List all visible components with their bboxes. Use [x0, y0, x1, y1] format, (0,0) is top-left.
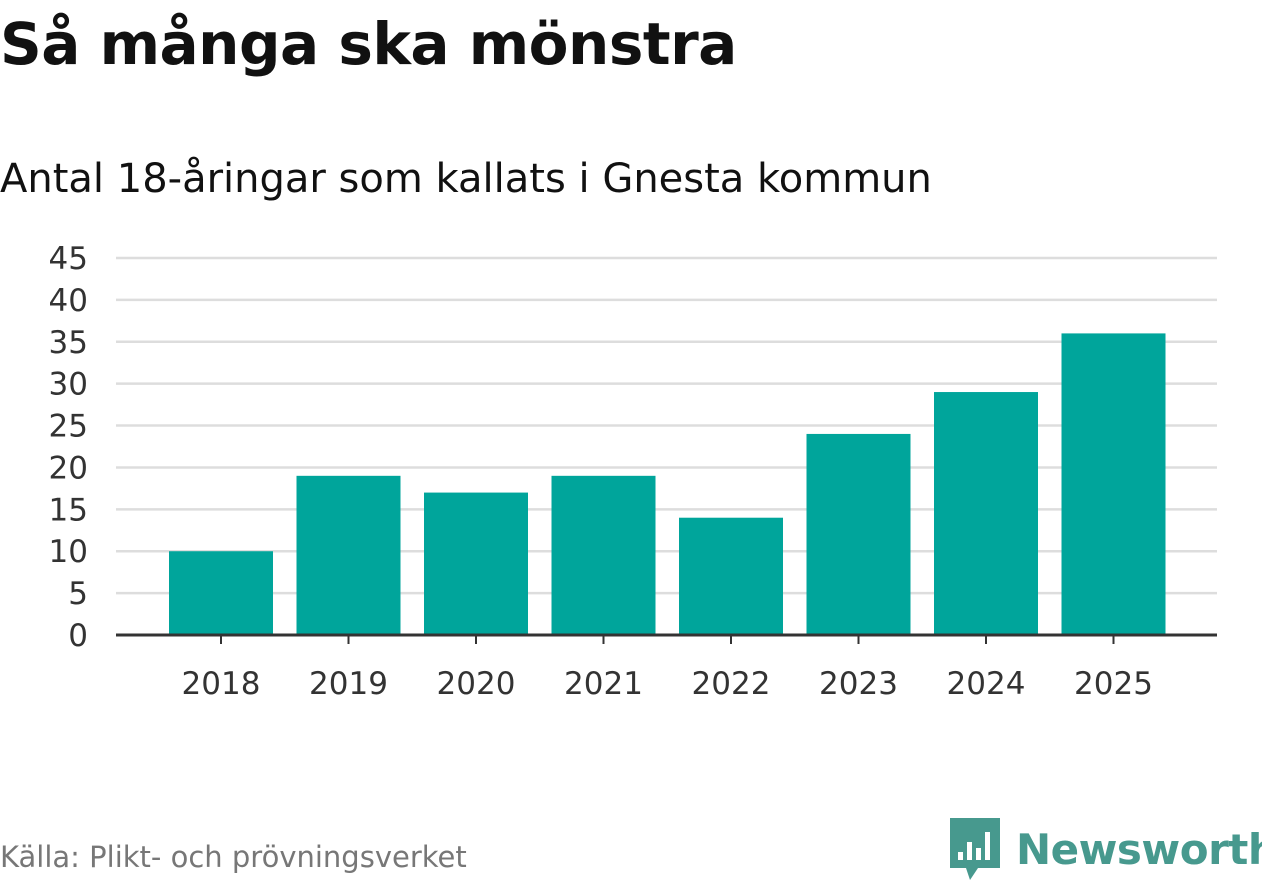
brand-logo: Newsworthy	[950, 818, 1262, 880]
chart-title: Så många ska mönstra	[0, 10, 737, 78]
bar	[551, 475, 656, 635]
x-tick-label: 2020	[437, 666, 516, 702]
brand-name: Newsworthy	[1016, 824, 1262, 874]
y-tick-label: 5	[68, 576, 88, 612]
bar	[679, 517, 783, 635]
bar	[169, 551, 273, 635]
bar	[296, 475, 401, 635]
bar	[934, 392, 1038, 635]
x-tick-label: 2024	[947, 666, 1026, 702]
y-tick-label: 45	[49, 241, 88, 277]
y-tick-label: 0	[68, 618, 88, 654]
y-tick-label: 25	[49, 409, 88, 445]
x-tick-label: 2019	[309, 666, 388, 702]
x-tick-label: 2022	[692, 666, 771, 702]
chart-subtitle: Antal 18-åringar som kallats i Gnesta ko…	[0, 156, 932, 202]
bar	[424, 492, 528, 635]
y-tick-label: 20	[49, 450, 88, 486]
source-note: Källa: Plikt- och prövningsverket	[0, 840, 467, 874]
y-tick-label: 15	[49, 492, 88, 528]
y-tick-label: 40	[49, 283, 88, 319]
newsworthy-logo-icon	[950, 818, 1000, 880]
y-tick-label: 30	[49, 367, 88, 403]
y-tick-label: 35	[49, 325, 88, 361]
x-tick-label: 2023	[819, 666, 898, 702]
y-tick-label: 10	[49, 534, 88, 570]
x-tick-label: 2021	[564, 666, 643, 702]
x-tick-label: 2025	[1074, 666, 1153, 702]
bar	[1061, 333, 1166, 635]
bar	[806, 433, 911, 635]
x-tick-label: 2018	[182, 666, 261, 702]
